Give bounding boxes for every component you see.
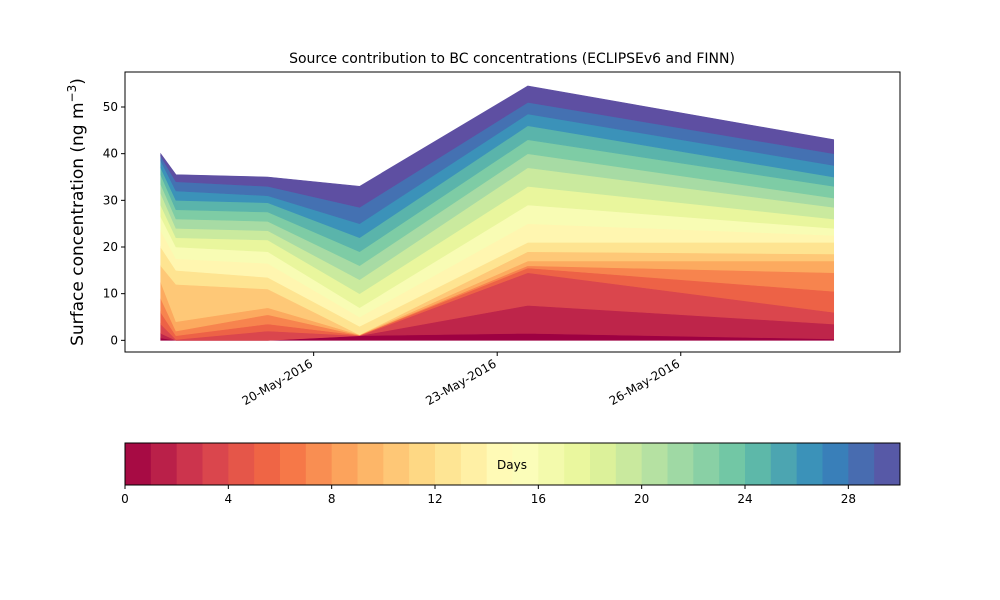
colorbar-bin (641, 443, 668, 485)
colorbar-bin (176, 443, 203, 485)
y-axis: 0 10 20 30 40 50 (103, 100, 125, 347)
colorbar-tick-label: 0 (121, 492, 129, 506)
colorbar-bin (564, 443, 591, 485)
colorbar-bin (745, 443, 772, 485)
colorbar-tick-label: 20 (634, 492, 649, 506)
y-tick-label: 40 (103, 147, 118, 161)
x-axis: 20-May-2016 23-May-2016 26-May-2016 (240, 352, 682, 408)
colorbar-frame (124, 442, 901, 486)
colorbar-label: Days (497, 458, 527, 472)
colorbar-bin (822, 443, 849, 485)
colorbar-bin (150, 443, 178, 485)
colorbar-bin (590, 443, 617, 485)
colorbar-bin (202, 443, 229, 485)
x-tick-label: 20-May-2016 (240, 356, 315, 408)
colorbar-bin (874, 443, 901, 485)
colorbar-tick-label: 8 (328, 492, 336, 506)
colorbar-axis: 0 4 8 12 16 20 24 28 (121, 485, 856, 506)
colorbar-bin (848, 443, 875, 485)
area-layer (160, 85, 835, 208)
colorbar-bin (435, 443, 462, 485)
y-axis-label-close: ) (68, 78, 88, 85)
colorbar-bin (796, 443, 823, 485)
colorbar-bin (125, 443, 152, 485)
y-tick-label: 30 (103, 193, 118, 207)
colorbar-bin (357, 443, 384, 485)
chart-title: Source contribution to BC concentrations… (289, 51, 735, 67)
colorbar-bin (383, 443, 410, 485)
colorbar-bin (228, 443, 255, 485)
colorbar-tick-label: 12 (427, 492, 442, 506)
colorbar-bin (667, 443, 694, 485)
colorbar-bin (615, 443, 643, 485)
colorbar (125, 443, 901, 485)
y-tick-label: 10 (103, 287, 118, 301)
plot-frame (124, 71, 901, 353)
colorbar-bin (719, 443, 746, 485)
y-tick-label: 0 (110, 333, 118, 347)
y-axis-label-superscript: −3 (65, 85, 79, 103)
colorbar-tick-label: 28 (841, 492, 856, 506)
colorbar-bin (460, 443, 488, 485)
y-tick-label: 50 (103, 100, 118, 114)
colorbar-bin (538, 443, 565, 485)
colorbar-bin (254, 443, 281, 485)
x-tick-label: 26-May-2016 (607, 356, 682, 408)
colorbar-bin (305, 443, 333, 485)
colorbar-bin (331, 443, 358, 485)
colorbar-bin (693, 443, 720, 485)
plot-area (124, 71, 901, 353)
colorbar-tick-label: 24 (737, 492, 752, 506)
x-tick-label: 23-May-2016 (423, 356, 498, 408)
colorbar-tick-label: 4 (225, 492, 233, 506)
colorbar-bin (770, 443, 798, 485)
stacked-area-layers (160, 85, 835, 341)
colorbar-bin (409, 443, 436, 485)
colorbar-bin (486, 443, 513, 485)
y-axis-label: Surface concentration (ng m−3) (65, 78, 88, 346)
y-axis-label-main: Surface concentration (ng m (68, 102, 88, 345)
y-tick-label: 20 (103, 240, 118, 254)
colorbar-tick-label: 16 (531, 492, 546, 506)
colorbar-bin (280, 443, 307, 485)
colorbar-bin (512, 443, 539, 485)
